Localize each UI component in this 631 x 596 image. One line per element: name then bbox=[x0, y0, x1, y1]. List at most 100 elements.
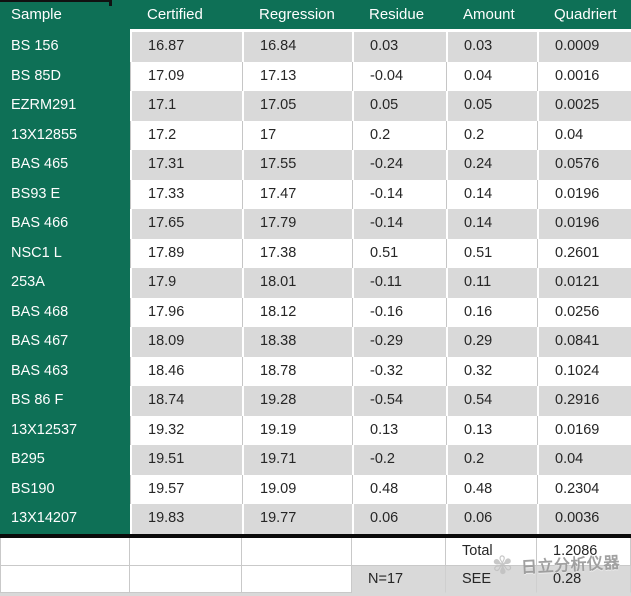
sample-cell[interactable]: BAS 467 bbox=[0, 327, 130, 357]
value-cell[interactable]: 19.19 bbox=[242, 415, 352, 445]
value-cell[interactable]: 0.03 bbox=[446, 32, 537, 62]
value-cell[interactable]: 19.77 bbox=[242, 504, 352, 534]
value-cell[interactable]: 0.2916 bbox=[537, 386, 631, 416]
sample-cell[interactable]: B295 bbox=[0, 445, 130, 475]
value-cell[interactable]: -0.32 bbox=[352, 356, 446, 386]
see-label-cell[interactable]: SEE bbox=[446, 565, 537, 593]
empty-cell[interactable] bbox=[352, 537, 446, 566]
value-cell[interactable]: 18.78 bbox=[242, 356, 352, 386]
total-label-cell[interactable]: Total bbox=[446, 537, 537, 566]
empty-cell[interactable] bbox=[242, 565, 352, 593]
value-cell[interactable]: 16.84 bbox=[242, 32, 352, 62]
value-cell[interactable]: -0.11 bbox=[352, 268, 446, 298]
value-cell[interactable]: 0.0121 bbox=[537, 268, 631, 298]
sample-cell[interactable]: BAS 463 bbox=[0, 356, 130, 386]
value-cell[interactable]: 0.0256 bbox=[537, 297, 631, 327]
value-cell[interactable]: -0.14 bbox=[352, 179, 446, 209]
value-cell[interactable]: 19.51 bbox=[130, 445, 242, 475]
value-cell[interactable]: 19.32 bbox=[130, 415, 242, 445]
sample-cell[interactable]: BS 85D bbox=[0, 61, 130, 91]
value-cell[interactable]: 17.13 bbox=[242, 61, 352, 91]
value-cell[interactable]: 17.1 bbox=[130, 91, 242, 121]
value-cell[interactable]: 0.11 bbox=[446, 268, 537, 298]
value-cell[interactable]: 17.9 bbox=[130, 268, 242, 298]
value-cell[interactable]: 0.13 bbox=[446, 415, 537, 445]
sample-cell[interactable]: 13X14207 bbox=[0, 504, 130, 534]
value-cell[interactable]: 0.0036 bbox=[537, 504, 631, 534]
column-header-quadriert[interactable]: Quadriert bbox=[554, 6, 617, 23]
value-cell[interactable]: 17.65 bbox=[130, 209, 242, 239]
sample-cell[interactable]: BS 86 F bbox=[0, 386, 130, 416]
sample-cell[interactable]: 253A bbox=[0, 268, 130, 298]
value-cell[interactable]: 17.89 bbox=[130, 238, 242, 268]
sample-cell[interactable]: BAS 465 bbox=[0, 150, 130, 180]
value-cell[interactable]: 0.51 bbox=[352, 238, 446, 268]
value-cell[interactable]: 17.96 bbox=[130, 297, 242, 327]
value-cell[interactable]: 0.0196 bbox=[537, 179, 631, 209]
value-cell[interactable]: 18.12 bbox=[242, 297, 352, 327]
value-cell[interactable]: 17.47 bbox=[242, 179, 352, 209]
value-cell[interactable]: 0.2 bbox=[352, 120, 446, 150]
value-cell[interactable]: 0.54 bbox=[446, 386, 537, 416]
column-header-residue[interactable]: Residue bbox=[369, 6, 425, 23]
value-cell[interactable]: 17.31 bbox=[130, 150, 242, 180]
value-cell[interactable]: 0.0016 bbox=[537, 61, 631, 91]
empty-cell[interactable] bbox=[130, 537, 242, 566]
column-header-certified[interactable]: Certified bbox=[147, 6, 203, 23]
value-cell[interactable]: 18.09 bbox=[130, 327, 242, 357]
sample-cell[interactable]: BS 156 bbox=[0, 32, 130, 62]
sample-cell[interactable]: BS93 E bbox=[0, 179, 130, 209]
value-cell[interactable]: 16.87 bbox=[130, 32, 242, 62]
value-cell[interactable]: 17.33 bbox=[130, 179, 242, 209]
value-cell[interactable]: -0.16 bbox=[352, 297, 446, 327]
value-cell[interactable]: 0.03 bbox=[352, 32, 446, 62]
value-cell[interactable]: 0.14 bbox=[446, 179, 537, 209]
value-cell[interactable]: 0.2304 bbox=[537, 474, 631, 504]
value-cell[interactable]: 19.09 bbox=[242, 474, 352, 504]
empty-cell[interactable] bbox=[0, 537, 130, 566]
value-cell[interactable]: 17.05 bbox=[242, 91, 352, 121]
column-header-sample[interactable]: Sample bbox=[11, 6, 62, 23]
value-cell[interactable]: 0.48 bbox=[352, 474, 446, 504]
value-cell[interactable]: 0.06 bbox=[446, 504, 537, 534]
value-cell[interactable]: 17.2 bbox=[130, 120, 242, 150]
sample-cell[interactable]: 13X12537 bbox=[0, 415, 130, 445]
value-cell[interactable]: 0.1024 bbox=[537, 356, 631, 386]
value-cell[interactable]: -0.2 bbox=[352, 445, 446, 475]
value-cell[interactable]: 17.38 bbox=[242, 238, 352, 268]
value-cell[interactable]: 17.55 bbox=[242, 150, 352, 180]
value-cell[interactable]: 0.0841 bbox=[537, 327, 631, 357]
value-cell[interactable]: 0.29 bbox=[446, 327, 537, 357]
value-cell[interactable]: 0.0169 bbox=[537, 415, 631, 445]
value-cell[interactable]: 18.46 bbox=[130, 356, 242, 386]
value-cell[interactable]: 18.01 bbox=[242, 268, 352, 298]
see-value-cell[interactable]: 0.28 bbox=[537, 565, 631, 593]
column-header-regression[interactable]: Regression bbox=[259, 6, 335, 23]
value-cell[interactable]: 0.2601 bbox=[537, 238, 631, 268]
value-cell[interactable]: 19.83 bbox=[130, 504, 242, 534]
value-cell[interactable]: -0.24 bbox=[352, 150, 446, 180]
value-cell[interactable]: 0.0196 bbox=[537, 209, 631, 239]
value-cell[interactable]: 0.06 bbox=[352, 504, 446, 534]
value-cell[interactable]: 19.28 bbox=[242, 386, 352, 416]
value-cell[interactable]: -0.54 bbox=[352, 386, 446, 416]
n-count-cell[interactable]: N=17 bbox=[352, 565, 446, 593]
value-cell[interactable]: 18.74 bbox=[130, 386, 242, 416]
value-cell[interactable]: 18.38 bbox=[242, 327, 352, 357]
value-cell[interactable]: 0.04 bbox=[537, 120, 631, 150]
value-cell[interactable]: 0.05 bbox=[446, 91, 537, 121]
value-cell[interactable]: 17.79 bbox=[242, 209, 352, 239]
empty-cell[interactable] bbox=[130, 565, 242, 593]
empty-cell[interactable] bbox=[242, 537, 352, 566]
value-cell[interactable]: -0.14 bbox=[352, 209, 446, 239]
value-cell[interactable]: -0.29 bbox=[352, 327, 446, 357]
value-cell[interactable]: 0.0025 bbox=[537, 91, 631, 121]
value-cell[interactable]: 0.16 bbox=[446, 297, 537, 327]
value-cell[interactable]: 0.04 bbox=[446, 61, 537, 91]
value-cell[interactable]: 0.51 bbox=[446, 238, 537, 268]
value-cell[interactable]: 19.71 bbox=[242, 445, 352, 475]
value-cell[interactable]: 0.0576 bbox=[537, 150, 631, 180]
sample-cell[interactable]: BAS 466 bbox=[0, 209, 130, 239]
value-cell[interactable]: -0.04 bbox=[352, 61, 446, 91]
value-cell[interactable]: 0.04 bbox=[537, 445, 631, 475]
